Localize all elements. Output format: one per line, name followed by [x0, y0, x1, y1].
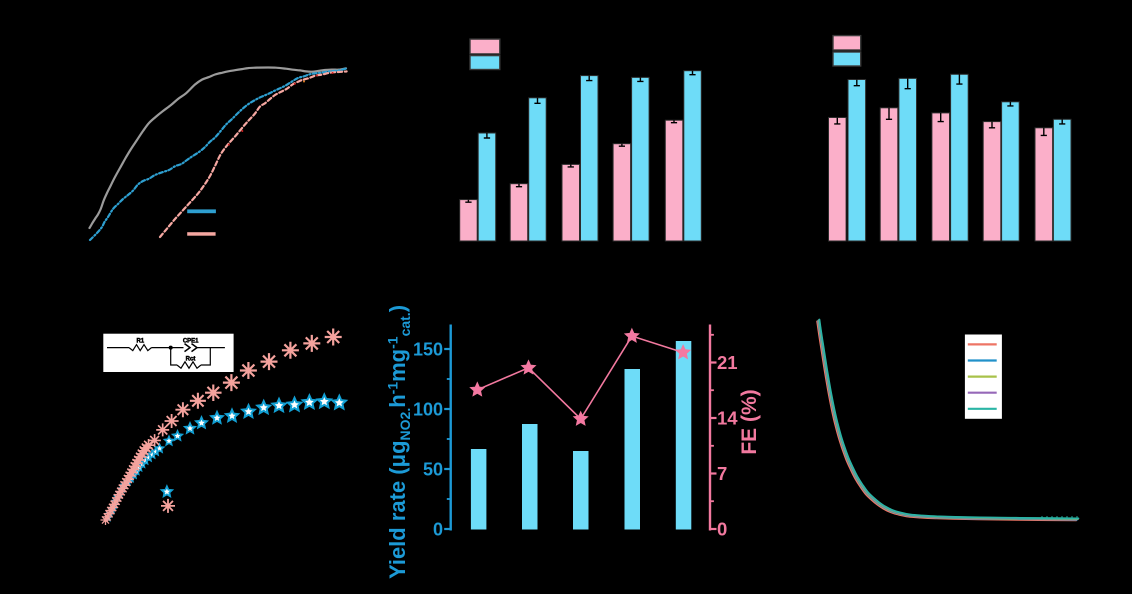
svg-text:150: 150 — [413, 340, 443, 360]
svg-text:Rct: Rct — [186, 357, 196, 363]
svg-text:0: 0 — [717, 519, 727, 540]
svg-text:7: 7 — [717, 463, 727, 484]
svg-text:Yield rate (μgNO2.h-1mg-1cat.): Yield rate (μgNO2.h-1mg-1cat.) — [385, 305, 414, 579]
svg-text:14: 14 — [717, 408, 738, 429]
svg-text:50: 50 — [423, 460, 443, 480]
svg-text:0: 0 — [433, 520, 443, 540]
svg-text:100: 100 — [413, 400, 443, 420]
svg-text:CPE1: CPE1 — [183, 339, 199, 345]
svg-text:R1: R1 — [136, 339, 144, 345]
svg-text:FE (%): FE (%) — [738, 389, 761, 454]
svg-text:21: 21 — [717, 352, 738, 373]
